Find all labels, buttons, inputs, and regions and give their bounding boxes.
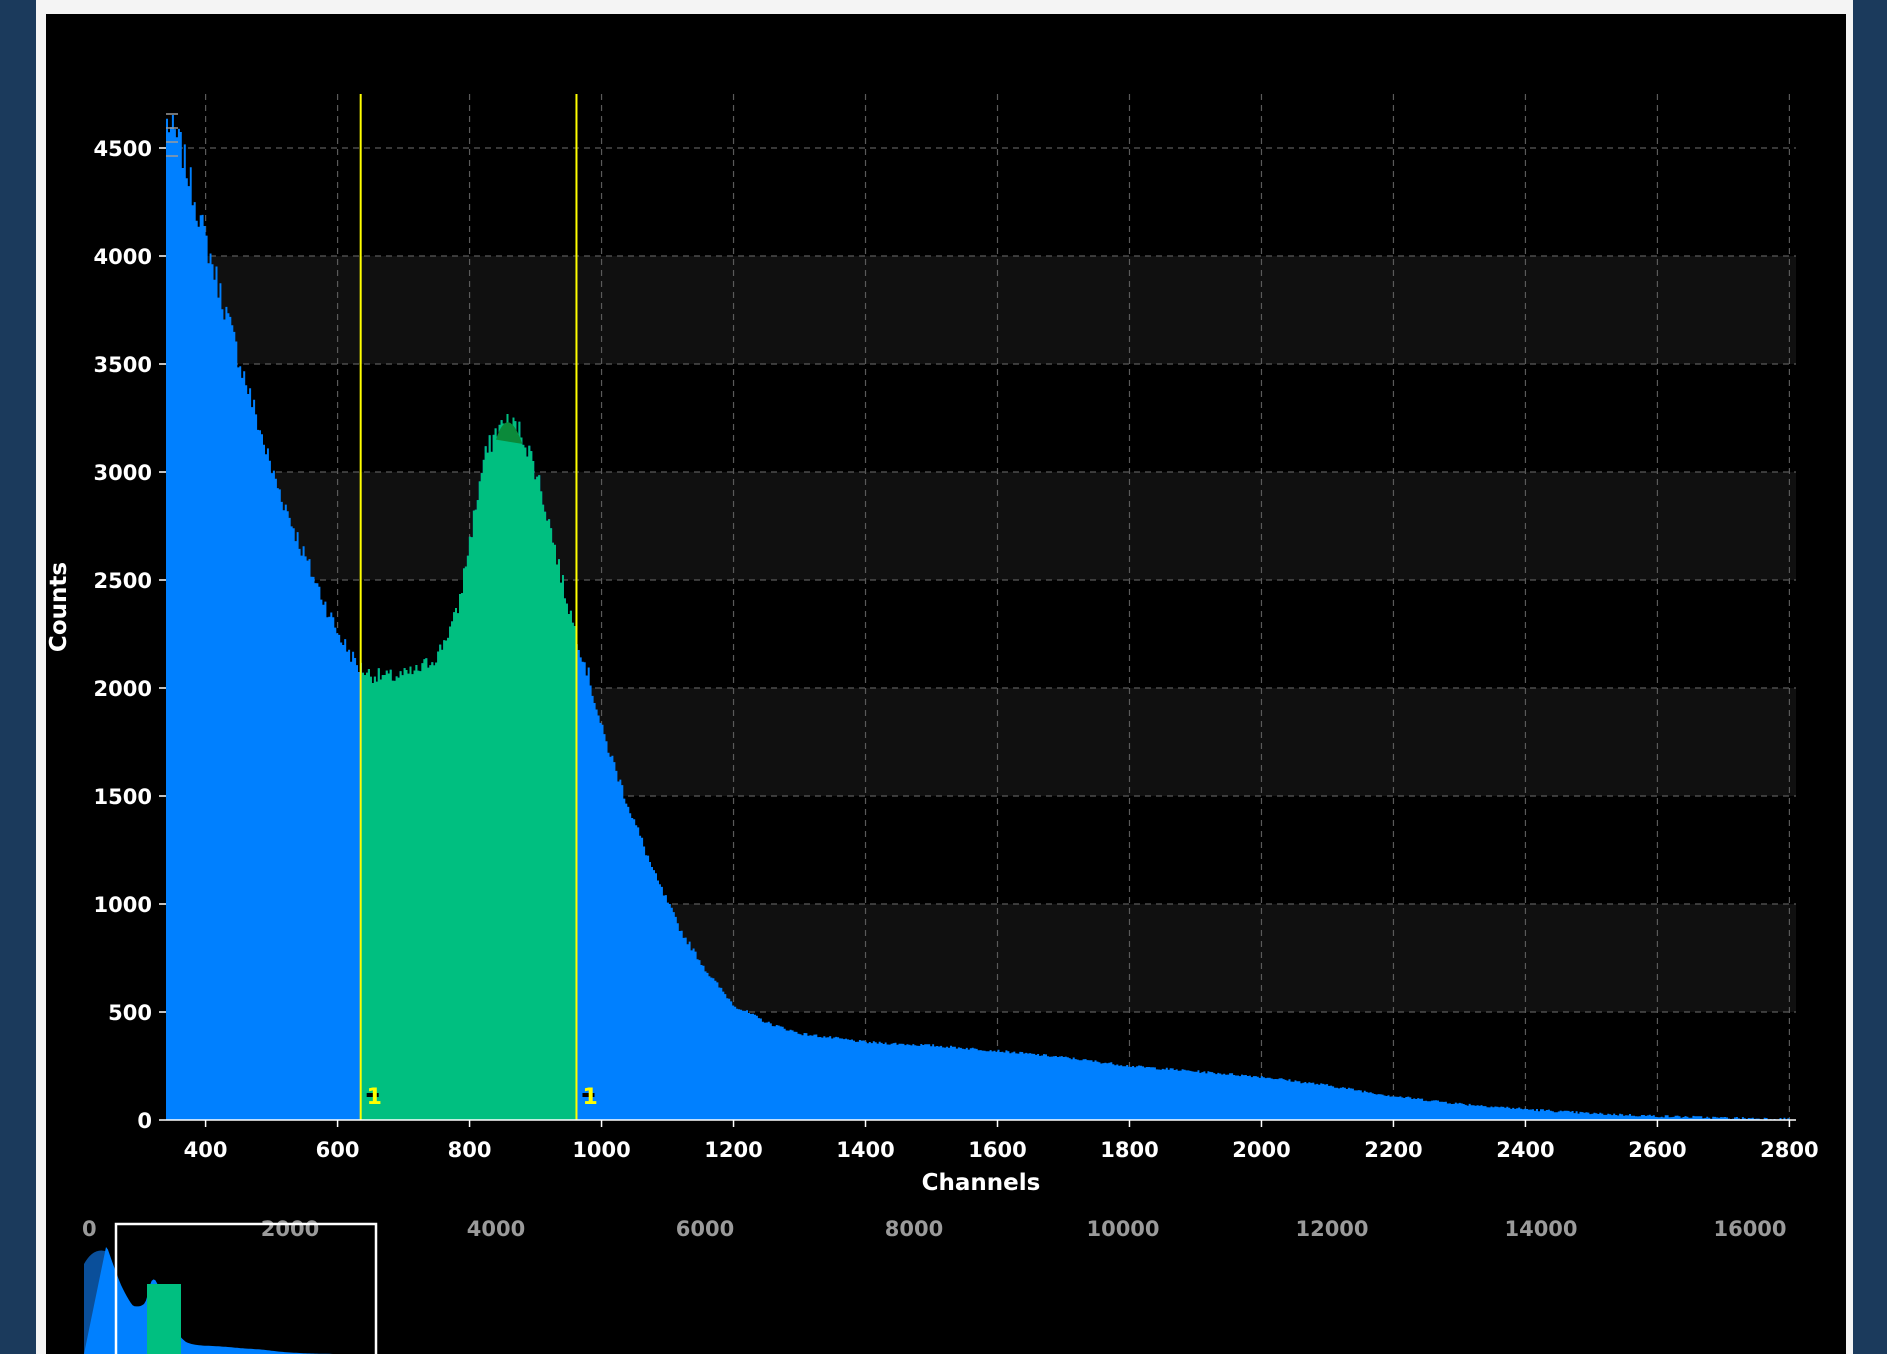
x-tick-label: 2600 [1628, 1138, 1686, 1162]
y-tick-label: 0 [137, 1109, 152, 1133]
y-tick-label: 500 [108, 1001, 152, 1025]
overview-tick-label: 2000 [261, 1217, 319, 1241]
y-tick-label: 2500 [94, 569, 152, 593]
y-tick-label: 4000 [94, 245, 152, 269]
overview-tick-label: 4000 [467, 1217, 525, 1241]
x-axis-label: Channels [922, 1170, 1041, 1196]
roi-marker-label: 1 [582, 1085, 597, 1110]
y-tick-label: 1000 [94, 893, 152, 917]
grid-band [166, 472, 1796, 580]
roi-region-area [360, 414, 577, 1120]
x-tick-label: 800 [448, 1138, 492, 1162]
overview-tick-label: 8000 [885, 1217, 943, 1241]
overview-tick-label: 0 [82, 1217, 97, 1241]
x-tick-label: 1000 [572, 1138, 630, 1162]
y-tick-label: 3500 [94, 353, 152, 377]
roi-marker-shadow [582, 1093, 595, 1097]
x-tick-label: 1800 [1100, 1138, 1158, 1162]
y-tick-label: 4500 [94, 137, 152, 161]
overview-window[interactable] [114, 1222, 378, 1354]
peak-cap [495, 422, 523, 444]
x-tick-label: 2800 [1760, 1138, 1818, 1162]
roi-marker-shadow [366, 1093, 379, 1097]
x-tick-label: 2000 [1232, 1138, 1290, 1162]
overview-navigator[interactable]: 0 2000 4000 6000 8000 10000 12000 14000 16000 [82, 1217, 1787, 1354]
grid-band [166, 256, 1796, 364]
roi-marker[interactable]: 1 [359, 94, 382, 1120]
x-tick-label: 400 [184, 1138, 228, 1162]
series-layer [166, 115, 1790, 1120]
overview-tick-label: 12000 [1295, 1217, 1368, 1241]
x-tick-label: 1400 [836, 1138, 894, 1162]
axes-layer: 400 600 800 1000 1200 1400 1600 1800 2000 2200 240… [94, 113, 1819, 1162]
y-axis-label: Counts [46, 562, 72, 652]
x-tick-label: 2400 [1496, 1138, 1554, 1162]
roi-marker[interactable]: 1 [575, 94, 598, 1120]
background-bands [166, 256, 1796, 1012]
y-tick-label: 2000 [94, 677, 152, 701]
y-tick-label: 1500 [94, 785, 152, 809]
overview-tick-label: 14000 [1504, 1217, 1577, 1241]
y-tick-label: 3000 [94, 461, 152, 485]
x-tick-label: 1600 [968, 1138, 1026, 1162]
roi-marker-label: 1 [367, 1085, 382, 1110]
overview-tick-label: 10000 [1086, 1217, 1159, 1241]
overview-tick-label: 16000 [1713, 1217, 1786, 1241]
overview-tick-label: 6000 [676, 1217, 734, 1241]
overview-roi [147, 1284, 181, 1354]
x-tick-label: 1200 [704, 1138, 762, 1162]
x-tick-label: 2200 [1364, 1138, 1422, 1162]
grid-lines [166, 94, 1796, 1120]
x-tick-label: 600 [316, 1138, 360, 1162]
overview-spectrum [84, 1247, 334, 1354]
